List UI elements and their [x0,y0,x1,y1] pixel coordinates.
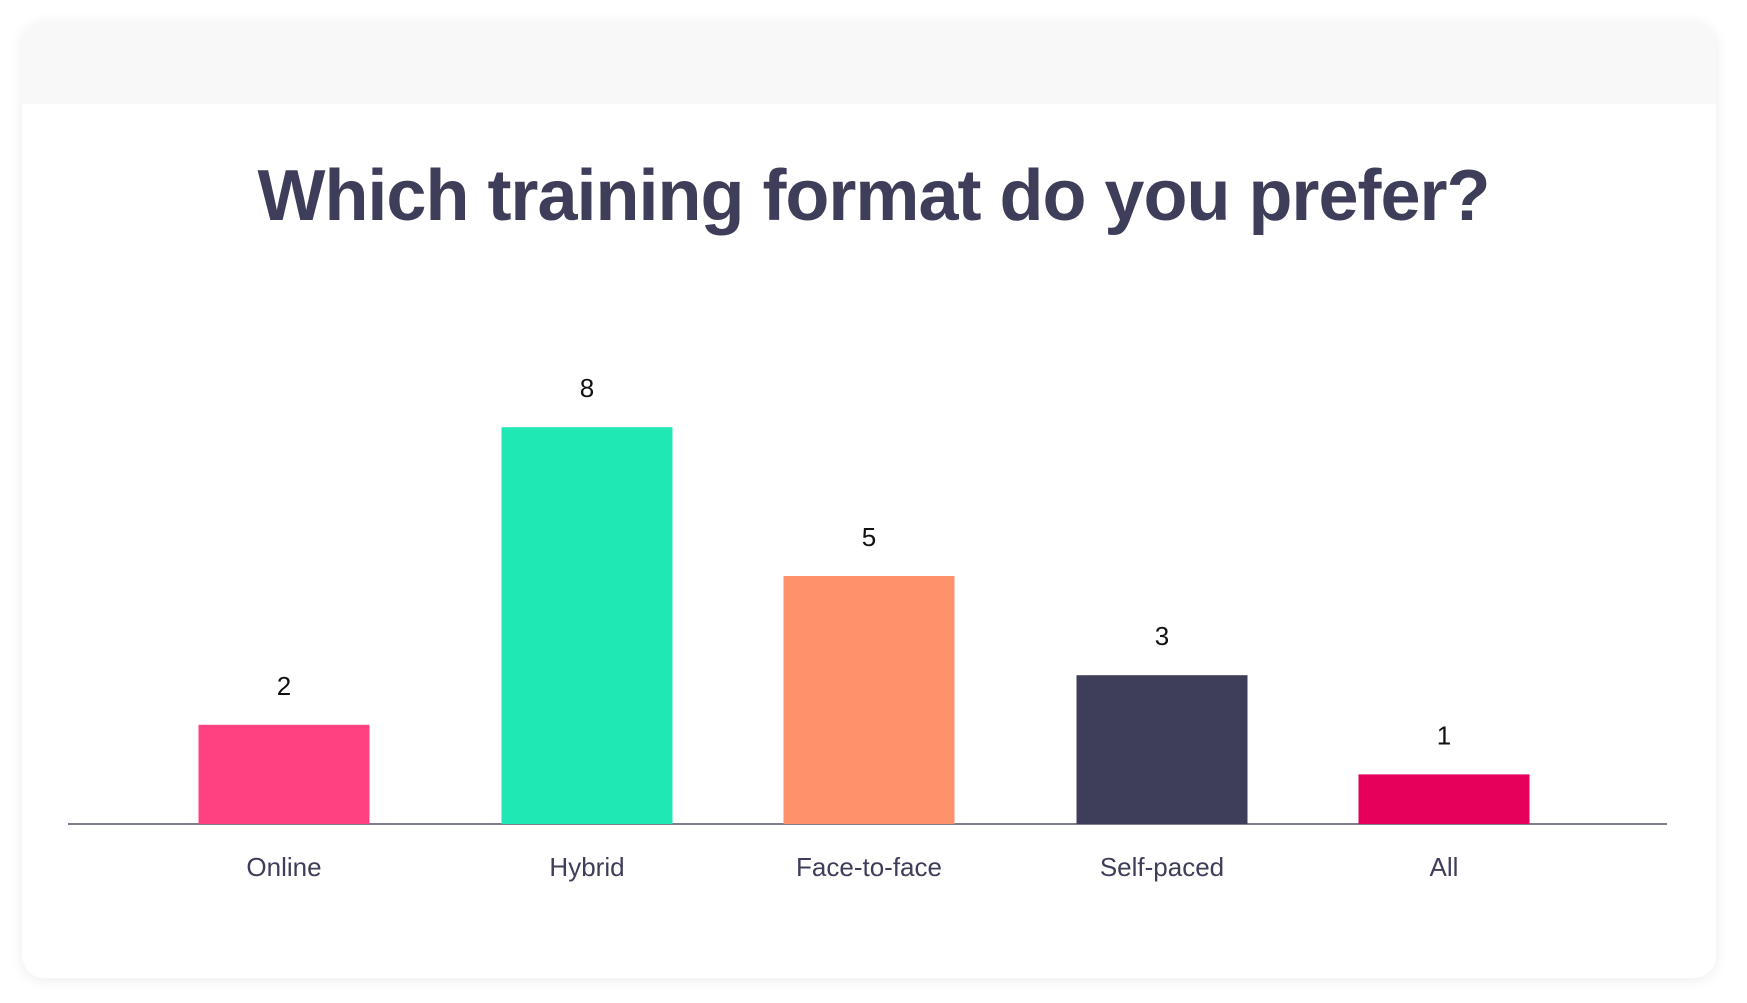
category-label-online: Online [246,852,321,882]
value-label-face-to-face: 5 [862,522,876,552]
category-label-hybrid: Hybrid [549,852,624,882]
value-label-self-paced: 3 [1155,621,1169,651]
bar-hybrid [501,427,673,824]
bars-group [198,427,1530,824]
category-labels-group: Online Hybrid Face-to-face Self-paced All [246,852,1458,882]
card-header [22,22,1716,104]
value-labels-group: 2 8 5 3 1 [277,373,1451,750]
value-label-online: 2 [277,671,291,701]
category-label-all: All [1430,852,1459,882]
bar-online [198,724,370,824]
category-label-face-to-face: Face-to-face [796,852,942,882]
chart-title: Which training format do you prefer? [257,156,1490,236]
value-label-hybrid: 8 [580,373,594,403]
category-label-self-paced: Self-paced [1100,852,1224,882]
bar-face-to-face [783,576,955,824]
bar-all [1358,774,1530,824]
value-label-all: 1 [1437,720,1451,750]
bar-self-paced [1076,675,1248,824]
